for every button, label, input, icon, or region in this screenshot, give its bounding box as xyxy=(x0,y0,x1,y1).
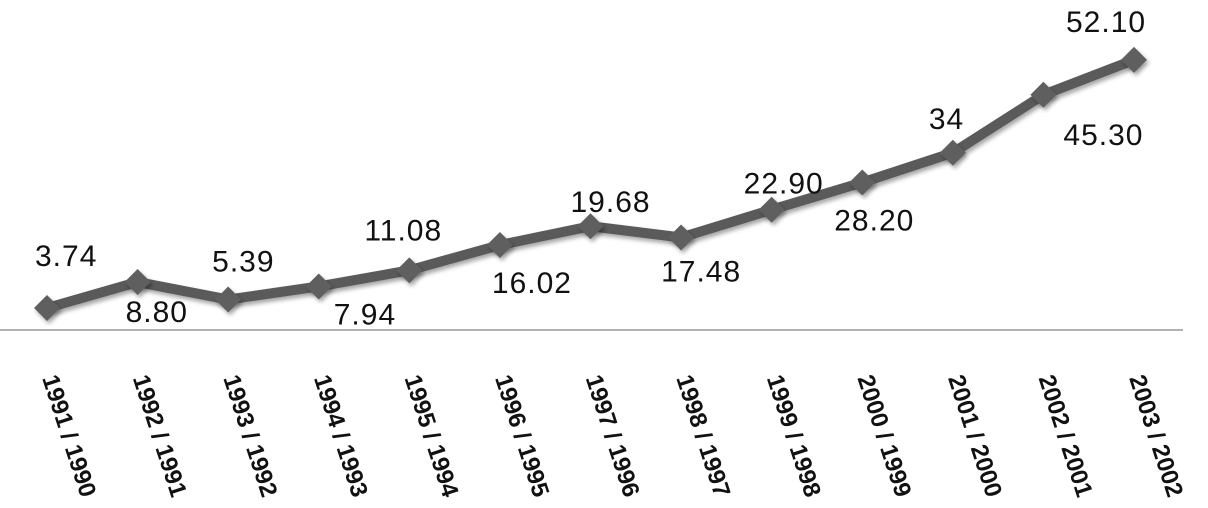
data-point-marker xyxy=(215,286,242,313)
x-tick-label: 1993 / 1992 xyxy=(217,372,282,501)
x-tick-label: 1994 / 1993 xyxy=(308,372,373,501)
data-label-group: 3.74 8.80 5.39 7.94 11.08 16.02 19.68 17.48 22.9… xyxy=(35,6,1146,332)
data-point-marker xyxy=(1121,46,1147,73)
data-label: 5.39 xyxy=(212,246,274,279)
series-group xyxy=(34,46,1147,321)
data-label: 7.94 xyxy=(334,298,396,331)
data-label: 16.02 xyxy=(492,267,572,300)
data-point-marker xyxy=(1030,81,1057,108)
data-label: 52.10 xyxy=(1066,6,1146,39)
data-label: 28.20 xyxy=(834,205,914,238)
x-tick-label: 2000 / 1999 xyxy=(852,372,917,501)
data-point-marker xyxy=(668,224,695,251)
data-label: 34 xyxy=(929,103,964,136)
data-label: 19.68 xyxy=(571,186,651,219)
data-point-marker xyxy=(849,169,876,196)
data-label: 22.90 xyxy=(744,168,824,201)
x-tick-label: 2002 / 2001 xyxy=(1033,372,1098,501)
x-tick-label: 1998 / 1997 xyxy=(670,372,735,501)
tick-label-group: 1991 / 1990 1992 / 1991 1993 / 1992 1994 / … xyxy=(36,372,1188,502)
data-label: 11.08 xyxy=(364,214,442,247)
data-label: 45.30 xyxy=(1063,119,1143,152)
data-point-marker xyxy=(577,213,604,240)
data-point-marker xyxy=(396,257,423,284)
data-point-marker xyxy=(34,295,60,321)
data-point-marker xyxy=(758,196,785,223)
x-tick-label: 1995 / 1994 xyxy=(399,372,464,502)
x-tick-label: 1996 / 1995 xyxy=(489,372,554,501)
x-tick-label: 1997 / 1996 xyxy=(580,372,645,501)
x-tick-label: 1992 / 1991 xyxy=(127,372,192,501)
x-tick-label: 1991 / 1990 xyxy=(36,372,101,501)
x-tick-label: 1999 / 1998 xyxy=(761,372,826,501)
data-point-marker xyxy=(124,269,151,296)
data-label: 8.80 xyxy=(126,296,188,329)
data-label: 3.74 xyxy=(35,240,97,273)
data-point-marker xyxy=(305,273,332,300)
x-tick-label: 2001 / 2000 xyxy=(942,372,1007,501)
data-point-marker xyxy=(939,139,966,166)
data-point-marker xyxy=(486,232,513,259)
x-tick-label: 2003 / 2002 xyxy=(1123,372,1188,501)
data-label: 17.48 xyxy=(661,256,741,289)
series-line xyxy=(42,54,1139,313)
